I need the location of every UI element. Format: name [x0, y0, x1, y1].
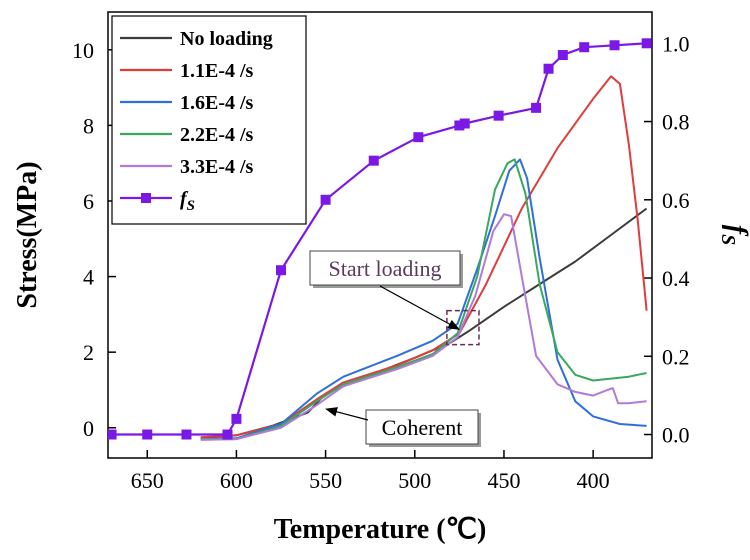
y-tick-label: 6 — [83, 189, 94, 214]
series-point-5 — [142, 429, 153, 440]
x-tick-label: 400 — [577, 468, 610, 493]
x-tick-label: 650 — [131, 468, 164, 493]
legend-label-2: 1.6E-4 /s — [180, 92, 254, 114]
legend-label-0: No loading — [180, 28, 273, 50]
legend-label-subscript: S — [187, 198, 195, 214]
y2-tick-label: 0.8 — [662, 110, 690, 135]
y-tick-label: 2 — [83, 340, 94, 365]
annotation-arrow-1 — [325, 407, 369, 421]
y2-tick-label: 0.4 — [662, 266, 690, 291]
series-point-5 — [579, 42, 590, 53]
y2-axis-title: fS — [717, 225, 750, 245]
y2-tick-label: 0.0 — [662, 423, 690, 448]
y2-tick-label: 1.0 — [662, 31, 690, 56]
y-tick-label: 8 — [83, 113, 94, 138]
series-point-5 — [276, 265, 287, 276]
series-line-4 — [200, 213, 647, 441]
y2-tick-label: 0.6 — [662, 188, 690, 213]
x-axis-title: Temperature (℃) — [274, 514, 487, 545]
series-point-5 — [493, 110, 504, 121]
annotation-text: Coherent — [382, 415, 463, 440]
series-point-5 — [413, 132, 424, 143]
series-line-1 — [200, 75, 648, 439]
series-point-5 — [454, 120, 465, 131]
y-axis-title: Stress(MPa) — [12, 161, 43, 308]
y2-tick-label: 0.2 — [662, 344, 690, 369]
y-tick-label: 0 — [83, 416, 94, 441]
annotation-1: Coherent — [365, 409, 481, 447]
y-tick-label: 10 — [72, 38, 94, 63]
annotation-box — [309, 250, 461, 286]
legend-label-1: 1.1E-4 /s — [180, 60, 254, 82]
x-tick-label: 450 — [487, 468, 520, 493]
legend-label-4: 3.3E-4 /s — [180, 156, 254, 178]
series-point-5 — [231, 413, 242, 424]
series-point-5 — [108, 429, 117, 440]
x-tick-label: 550 — [309, 468, 342, 493]
x-tick-label: 500 — [398, 468, 431, 493]
legend-label-3: 2.2E-4 /s — [180, 124, 254, 146]
series-point-5 — [181, 429, 192, 440]
plot-frame — [107, 11, 653, 459]
annotation-text: Start loading — [328, 256, 441, 281]
loading-box — [446, 309, 480, 346]
series-point-5 — [320, 194, 331, 205]
legend: No loading 1.1E-4 /s 1.6E-4 /s 2.2E-4 /s 3.3… — [111, 15, 307, 225]
series-point-5 — [641, 38, 652, 49]
series-point-5 — [531, 102, 542, 113]
legend-box — [111, 15, 307, 225]
series-point-5 — [459, 118, 470, 129]
series-line-3 — [200, 158, 647, 441]
series-point-5 — [609, 40, 620, 51]
x-tick-label: 600 — [220, 468, 253, 493]
series-point-5 — [557, 50, 568, 61]
series-point-5 — [368, 155, 379, 166]
annotation-arrow-0 — [379, 285, 460, 330]
y2-axis-title-subscript: S — [717, 234, 739, 245]
annotation-0: Start loading — [309, 250, 463, 288]
y-tick-label: 4 — [83, 265, 94, 290]
annotation-box — [365, 409, 479, 445]
legend-marker-5 — [141, 193, 151, 203]
series-point-5 — [543, 63, 554, 74]
series-line-2 — [200, 158, 647, 441]
series-group — [108, 38, 652, 441]
series-point-5 — [222, 429, 233, 440]
